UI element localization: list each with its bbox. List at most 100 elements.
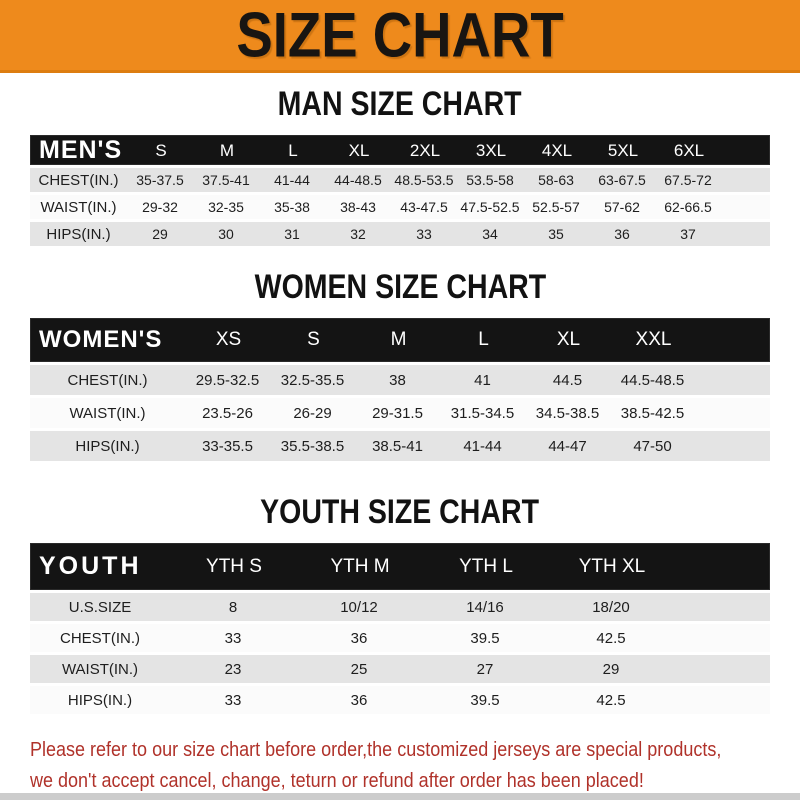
table-header-row: MEN'S S M L XL 2XL 3XL 4XL 5XL 6XL (30, 135, 770, 165)
cell-value: 57-62 (604, 199, 640, 215)
table-row: HIPS(IN.) 33-35.5 35.5-38.5 38.5-41 41-44 44-… (30, 431, 770, 461)
cell-value: 44-47 (548, 437, 587, 455)
table-header-label: WOMEN'S (39, 326, 163, 353)
table-header-row: YOUTH YTH S YTH M YTH L YTH XL (30, 543, 770, 590)
men-section-title: MAN SIZE CHART (0, 84, 800, 123)
cell-value: 43-47.5 (400, 199, 448, 215)
cell-value: 44.5 (552, 371, 583, 389)
column-header: L (478, 329, 489, 350)
cell-value: 23.5-26 (202, 404, 253, 422)
row-label: CHEST(IN.) (60, 629, 140, 647)
cell-value: 10/12 (340, 598, 378, 616)
cell-value: 63-67.5 (598, 172, 646, 188)
cell-value: 33-35.5 (202, 437, 253, 455)
table-header-label: MEN'S (39, 136, 123, 164)
column-header: XXL (635, 329, 672, 350)
women-section-title: WOMEN SIZE CHART (0, 267, 800, 306)
cell-value: 23 (224, 660, 242, 678)
cell-value: 41-44 (274, 172, 310, 188)
column-header: 5XL (607, 140, 639, 160)
cell-value: 62-66.5 (664, 199, 712, 215)
cell-value: 29 (152, 226, 168, 242)
youth-section-title-text: YOUTH SIZE CHART (260, 492, 540, 531)
cell-value: 37 (680, 226, 696, 242)
column-header: YTH S (206, 555, 262, 577)
cell-value: 67.5-72 (664, 172, 712, 188)
table-row: CHEST(IN.) 35-37.5 37.5-41 41-44 44-48.5 48.5… (30, 168, 770, 192)
cell-value: 32 (350, 226, 366, 242)
column-header: YTH XL (578, 555, 646, 577)
column-header: M (219, 140, 235, 160)
disclaimer-line-1: Please refer to our size chart before or… (30, 739, 722, 761)
column-header: YTH M (330, 555, 390, 577)
cell-value: 35-37.5 (136, 172, 184, 188)
page-title: SIZE CHART (236, 0, 564, 71)
table-row: HIPS(IN.) 33 36 39.5 42.5 (30, 686, 770, 714)
row-label: HIPS(IN.) (46, 225, 111, 243)
cell-value: 29-32 (142, 199, 178, 215)
table-header-label: YOUTH (39, 552, 142, 580)
cell-value: 47-50 (633, 437, 672, 455)
column-header: M (390, 329, 407, 350)
cell-value: 38-43 (340, 199, 376, 215)
cell-value: 33 (224, 691, 242, 709)
row-label: HIPS(IN.) (67, 691, 133, 709)
cell-value: 33 (416, 226, 432, 242)
cell-value: 53.5-58 (466, 172, 514, 188)
row-label: CHEST(IN.) (38, 171, 119, 189)
cell-value: 31 (284, 226, 300, 242)
banner: SIZE CHART (0, 0, 800, 73)
cell-value: 35-38 (274, 199, 310, 215)
cell-value: 34.5-38.5 (535, 404, 600, 422)
cell-value: 18/20 (592, 598, 630, 616)
cell-value: 48.5-53.5 (394, 172, 454, 188)
column-header: 2XL (409, 140, 441, 160)
cell-value: 30 (218, 226, 234, 242)
disclaimer: Please refer to our size chart before or… (30, 735, 800, 797)
column-header: L (288, 140, 298, 160)
column-header: YTH L (459, 555, 513, 577)
cell-value: 39.5 (470, 691, 500, 709)
table-row: WAIST(IN.) 23.5-26 26-29 29-31.5 31.5-34.5 34… (30, 398, 770, 428)
cell-value: 36 (350, 691, 368, 709)
disclaimer-line-2: we don't accept cancel, change, teturn o… (30, 770, 644, 792)
table-header-row: WOMEN'S XS S M L XL XXL (30, 318, 770, 362)
table-row: WAIST(IN.) 29-32 32-35 35-38 38-43 43-47.5 47.… (30, 195, 770, 219)
row-label: WAIST(IN.) (61, 660, 139, 678)
table-row: CHEST(IN.) 33 36 39.5 42.5 (30, 624, 770, 652)
youth-section-title: YOUTH SIZE CHART (0, 492, 800, 531)
cell-value: 52.5-57 (532, 199, 580, 215)
table-row: HIPS(IN.) 29 30 31 32 33 34 35 36 37 (30, 222, 770, 246)
bottom-border-strip (0, 793, 800, 800)
cell-value: 29-31.5 (372, 404, 423, 422)
women-size-table: WOMEN'S XS S M L XL XXL CHEST(IN.) 29.5-32.5 32.5… (30, 318, 770, 461)
men-size-table: MEN'S S M L XL 2XL 3XL 4XL 5XL 6XL CHEST(IN.) 35-37… (30, 135, 770, 246)
row-label: U.S.SIZE (68, 598, 132, 616)
column-header: XL (348, 140, 370, 160)
cell-value: 38 (389, 371, 406, 389)
cell-value: 39.5 (470, 629, 500, 647)
cell-value: 35.5-38.5 (280, 437, 345, 455)
column-header: XS (215, 329, 242, 350)
column-header: 3XL (475, 140, 507, 160)
cell-value: 44.5-48.5 (620, 371, 685, 389)
cell-value: 29.5-32.5 (195, 371, 260, 389)
cell-value: 34 (482, 226, 498, 242)
cell-value: 42.5 (596, 629, 626, 647)
cell-value: 58-63 (538, 172, 574, 188)
table-row: U.S.SIZE 8 10/12 14/16 18/20 (30, 593, 770, 621)
cell-value: 31.5-34.5 (450, 404, 515, 422)
column-header: 6XL (673, 140, 705, 160)
cell-value: 38.5-41 (372, 437, 423, 455)
table-row: CHEST(IN.) 29.5-32.5 32.5-35.5 38 41 44.5 44.5… (30, 365, 770, 395)
youth-size-table: YOUTH YTH S YTH M YTH L YTH XL U.S.SIZE 8 10/12… (30, 543, 770, 714)
cell-value: 41-44 (463, 437, 502, 455)
cell-value: 14/16 (466, 598, 504, 616)
cell-value: 37.5-41 (202, 172, 250, 188)
table-row: WAIST(IN.) 23 25 27 29 (30, 655, 770, 683)
row-label: HIPS(IN.) (75, 437, 140, 455)
cell-value: 35 (548, 226, 564, 242)
cell-value: 42.5 (596, 691, 626, 709)
cell-value: 8 (228, 598, 238, 616)
